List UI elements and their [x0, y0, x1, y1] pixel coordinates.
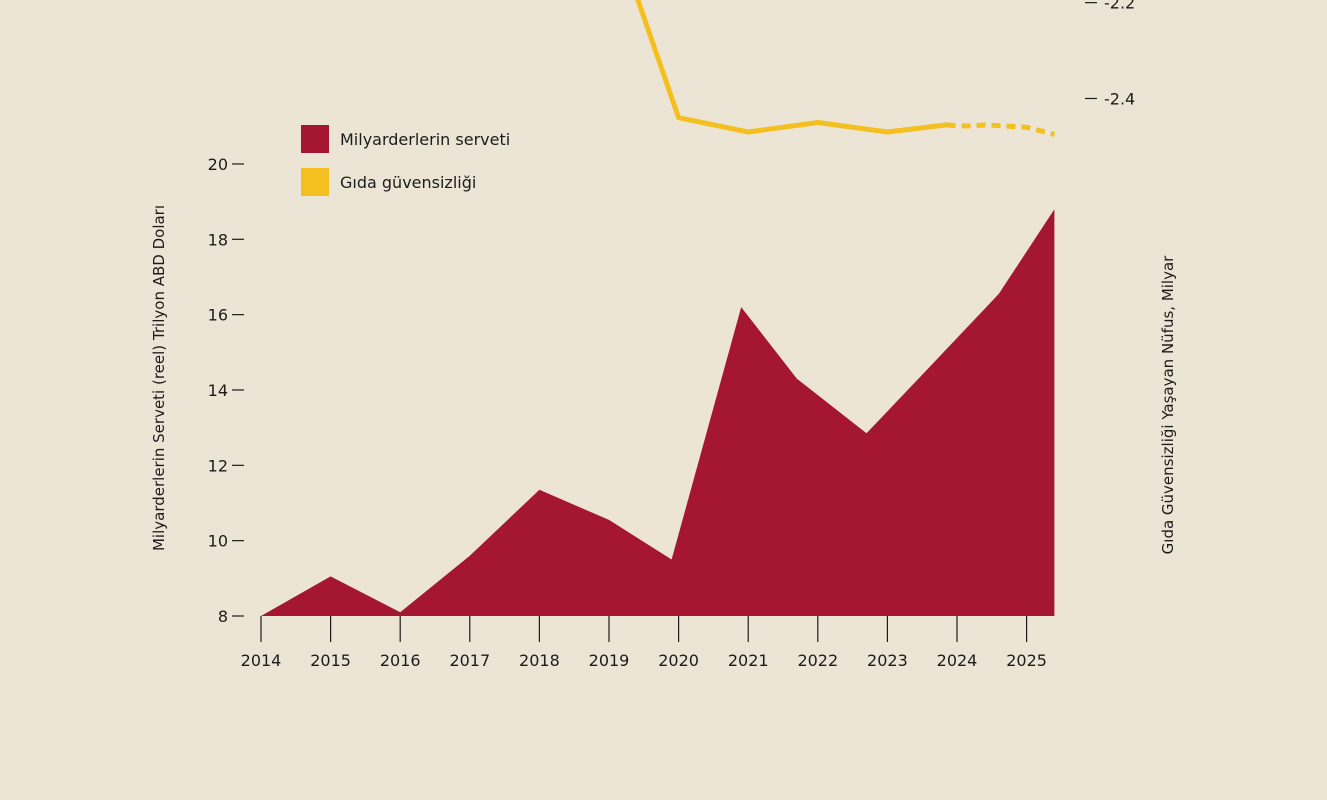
x-tick-label: 2016	[380, 651, 421, 670]
y-left-tick-label: 12	[208, 456, 228, 475]
x-tick-label: 2022	[797, 651, 838, 670]
y-left-tick-label: 20	[208, 155, 228, 174]
x-tick-label: 2015	[310, 651, 351, 670]
x-tick-label: 2025	[1006, 651, 1047, 670]
food-insecurity-line	[635, 0, 950, 135]
legend-label-wealth: Milyarderlerin serveti	[340, 130, 510, 149]
x-tick-label: 2019	[589, 651, 630, 670]
x-tick-label: 2024	[937, 651, 978, 670]
x-tick-label: 2021	[728, 651, 769, 670]
legend-label-food-insecurity: Gıda güvensizliği	[340, 173, 476, 192]
y-left-tick-label: 8	[218, 607, 228, 626]
legend-swatch-food-insecurity	[301, 168, 329, 196]
legend-swatch-wealth	[301, 125, 329, 153]
y-axis-left-title: Milyarderlerin Serveti (reel) Trilyon AB…	[150, 205, 168, 551]
legend: Milyarderlerin serveti Gıda güvensizliği	[301, 125, 510, 196]
x-tick-label: 2020	[658, 651, 699, 670]
y-left-tick-label: 14	[208, 381, 228, 400]
y-left-tick-label: 16	[208, 306, 228, 325]
x-tick-label: 2023	[867, 651, 908, 670]
food-insecurity-line-layer	[635, 0, 1056, 137]
y-right-tick-label: -2.2	[1104, 0, 1135, 13]
x-tick-label: 2017	[449, 651, 490, 670]
y-axis-right-title: Gıda Güvensizliği Yaşayan Nüfus, Milyar	[1159, 255, 1177, 555]
x-tick-label: 2018	[519, 651, 560, 670]
food-insecurity-projection	[946, 122, 1056, 137]
y-right-tick-label: -2.4	[1104, 89, 1135, 108]
y-left-tick-label: 18	[208, 230, 228, 249]
wealth-area	[261, 209, 1055, 616]
wealth-area-layer	[261, 209, 1055, 616]
x-tick-label: 2014	[241, 651, 282, 670]
axes: 2014 2015 2016 2017 2018 2019 2020 2021 2022 2023…	[208, 0, 1136, 670]
y-left-tick-label: 10	[208, 532, 228, 551]
